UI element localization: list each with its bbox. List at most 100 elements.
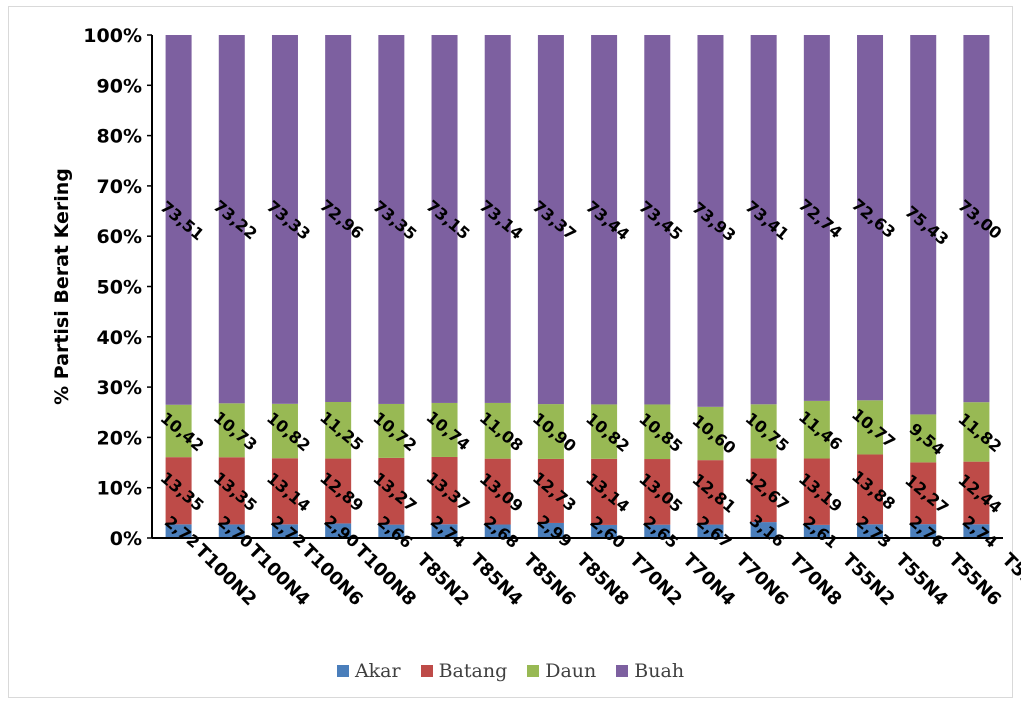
legend-swatch bbox=[616, 665, 629, 677]
bar-segment-akar bbox=[644, 524, 671, 538]
bar-segment-akar bbox=[803, 524, 830, 538]
legend-item-buah: Buah bbox=[616, 660, 684, 682]
bar-segment-akar bbox=[697, 524, 724, 538]
y-tick-label: 0% bbox=[110, 528, 142, 550]
bar-segment-batang bbox=[857, 454, 884, 525]
bar-segment-daun bbox=[378, 403, 405, 458]
bar-segment-batang bbox=[484, 458, 511, 525]
bar-segment-batang bbox=[165, 457, 192, 525]
legend-label: Buah bbox=[634, 660, 685, 682]
legend: Akar Batang Daun Buah bbox=[0, 660, 1021, 682]
bar-segment-buah bbox=[857, 35, 884, 401]
y-axis-label: % Partisi Berat Kering bbox=[51, 168, 73, 405]
legend-item-daun: Daun bbox=[527, 660, 596, 682]
bar-segment-daun bbox=[750, 404, 777, 459]
bar-segment-buah bbox=[803, 35, 830, 401]
bar-segment-buah bbox=[218, 35, 245, 404]
bar-segment-daun bbox=[537, 404, 564, 459]
bar-segment-buah bbox=[325, 35, 352, 402]
bar-segment-daun bbox=[591, 404, 618, 459]
bar-segment-daun bbox=[431, 402, 458, 457]
legend-label: Daun bbox=[545, 660, 597, 682]
bar-segment-buah bbox=[378, 35, 405, 404]
bar-segment-daun bbox=[910, 414, 937, 463]
bar-segment-batang bbox=[537, 458, 564, 523]
x-tick-label: T55N4 bbox=[891, 549, 952, 610]
bar-segment-akar bbox=[537, 522, 564, 538]
x-tick-label: T85N8 bbox=[572, 549, 633, 610]
bar-segment-daun bbox=[218, 403, 245, 458]
x-tick-label: T70N8 bbox=[785, 549, 846, 610]
legend-item-akar: Akar bbox=[336, 660, 401, 682]
y-tick-label: 70% bbox=[97, 176, 142, 198]
y-tick-label: 40% bbox=[97, 327, 142, 349]
legend-label: Akar bbox=[354, 660, 401, 682]
x-tick-label: T85N6 bbox=[519, 549, 580, 610]
legend-swatch bbox=[336, 665, 349, 677]
x-tick-label: T85N2 bbox=[412, 549, 473, 610]
bar-segment-buah bbox=[537, 35, 564, 405]
bar-segment-akar bbox=[325, 523, 352, 538]
bar-segment-akar bbox=[431, 524, 458, 538]
bar-segment-akar bbox=[218, 524, 245, 538]
bar-segment-akar bbox=[378, 524, 405, 538]
legend-swatch bbox=[420, 665, 433, 677]
bar-segment-akar bbox=[271, 524, 298, 538]
x-tick-label: T55N6 bbox=[944, 549, 1005, 610]
bar-segment-daun bbox=[697, 406, 724, 461]
y-tick-label: 100% bbox=[83, 25, 142, 47]
bar-segment-buah bbox=[431, 35, 458, 403]
bar-segment-buah bbox=[910, 35, 937, 415]
bar-segment-batang bbox=[910, 462, 937, 525]
y-tick-label: 90% bbox=[97, 75, 142, 97]
bar-segment-batang bbox=[697, 460, 724, 525]
bar-segment-batang bbox=[750, 458, 777, 523]
bar-segment-batang bbox=[378, 457, 405, 525]
bar-segment-akar bbox=[963, 524, 990, 538]
bar-segment-buah bbox=[750, 35, 777, 405]
bar-segment-batang bbox=[431, 456, 458, 525]
x-tick-label: T70N6 bbox=[732, 549, 793, 610]
bar-segment-akar bbox=[484, 524, 511, 538]
bar-segment-batang bbox=[591, 458, 618, 525]
bar-segment-daun bbox=[484, 402, 511, 459]
bar-segment-buah bbox=[484, 35, 511, 403]
bar-segment-daun bbox=[165, 404, 192, 458]
y-tick-label: 30% bbox=[97, 377, 142, 399]
x-tick-label: T85N4 bbox=[466, 549, 527, 610]
bar-segment-buah bbox=[963, 35, 990, 403]
bar-segment-akar bbox=[591, 524, 618, 538]
x-tick-label: T55N2 bbox=[838, 549, 899, 610]
legend-item-batang: Batang bbox=[420, 660, 508, 682]
bar-segment-akar bbox=[750, 522, 777, 538]
bar-segment-batang bbox=[218, 457, 245, 525]
bar-segment-batang bbox=[271, 458, 298, 525]
bar-segment-batang bbox=[644, 459, 671, 525]
bar-segment-akar bbox=[165, 524, 192, 538]
bar-segment-buah bbox=[644, 35, 671, 405]
y-tick-label: 60% bbox=[97, 226, 142, 248]
bar-segment-batang bbox=[325, 458, 352, 524]
y-tick-label: 80% bbox=[97, 126, 142, 148]
y-tick-label: 10% bbox=[97, 478, 142, 500]
bar-segment-batang bbox=[803, 458, 830, 525]
bar-segment-daun bbox=[271, 403, 298, 459]
x-tick-label: T70N2 bbox=[625, 549, 686, 610]
legend-label: Batang bbox=[438, 660, 508, 682]
bar-segment-daun bbox=[857, 400, 884, 455]
bar-segment-buah bbox=[165, 35, 192, 405]
bar-segment-akar bbox=[857, 524, 884, 538]
bar-segment-daun bbox=[803, 400, 830, 459]
y-tick-label: 50% bbox=[97, 277, 142, 299]
bar-segment-akar bbox=[910, 524, 937, 538]
bar-segment-daun bbox=[325, 401, 352, 459]
bar-segment-buah bbox=[271, 35, 298, 404]
bar-segment-buah bbox=[591, 35, 618, 405]
x-tick-label: T70N4 bbox=[678, 549, 739, 610]
bar-segment-daun bbox=[963, 402, 990, 462]
legend-swatch bbox=[527, 665, 540, 677]
x-tick-label: T55N8 bbox=[998, 549, 1021, 610]
bar-segment-daun bbox=[644, 404, 671, 460]
bar-segment-batang bbox=[963, 461, 990, 525]
